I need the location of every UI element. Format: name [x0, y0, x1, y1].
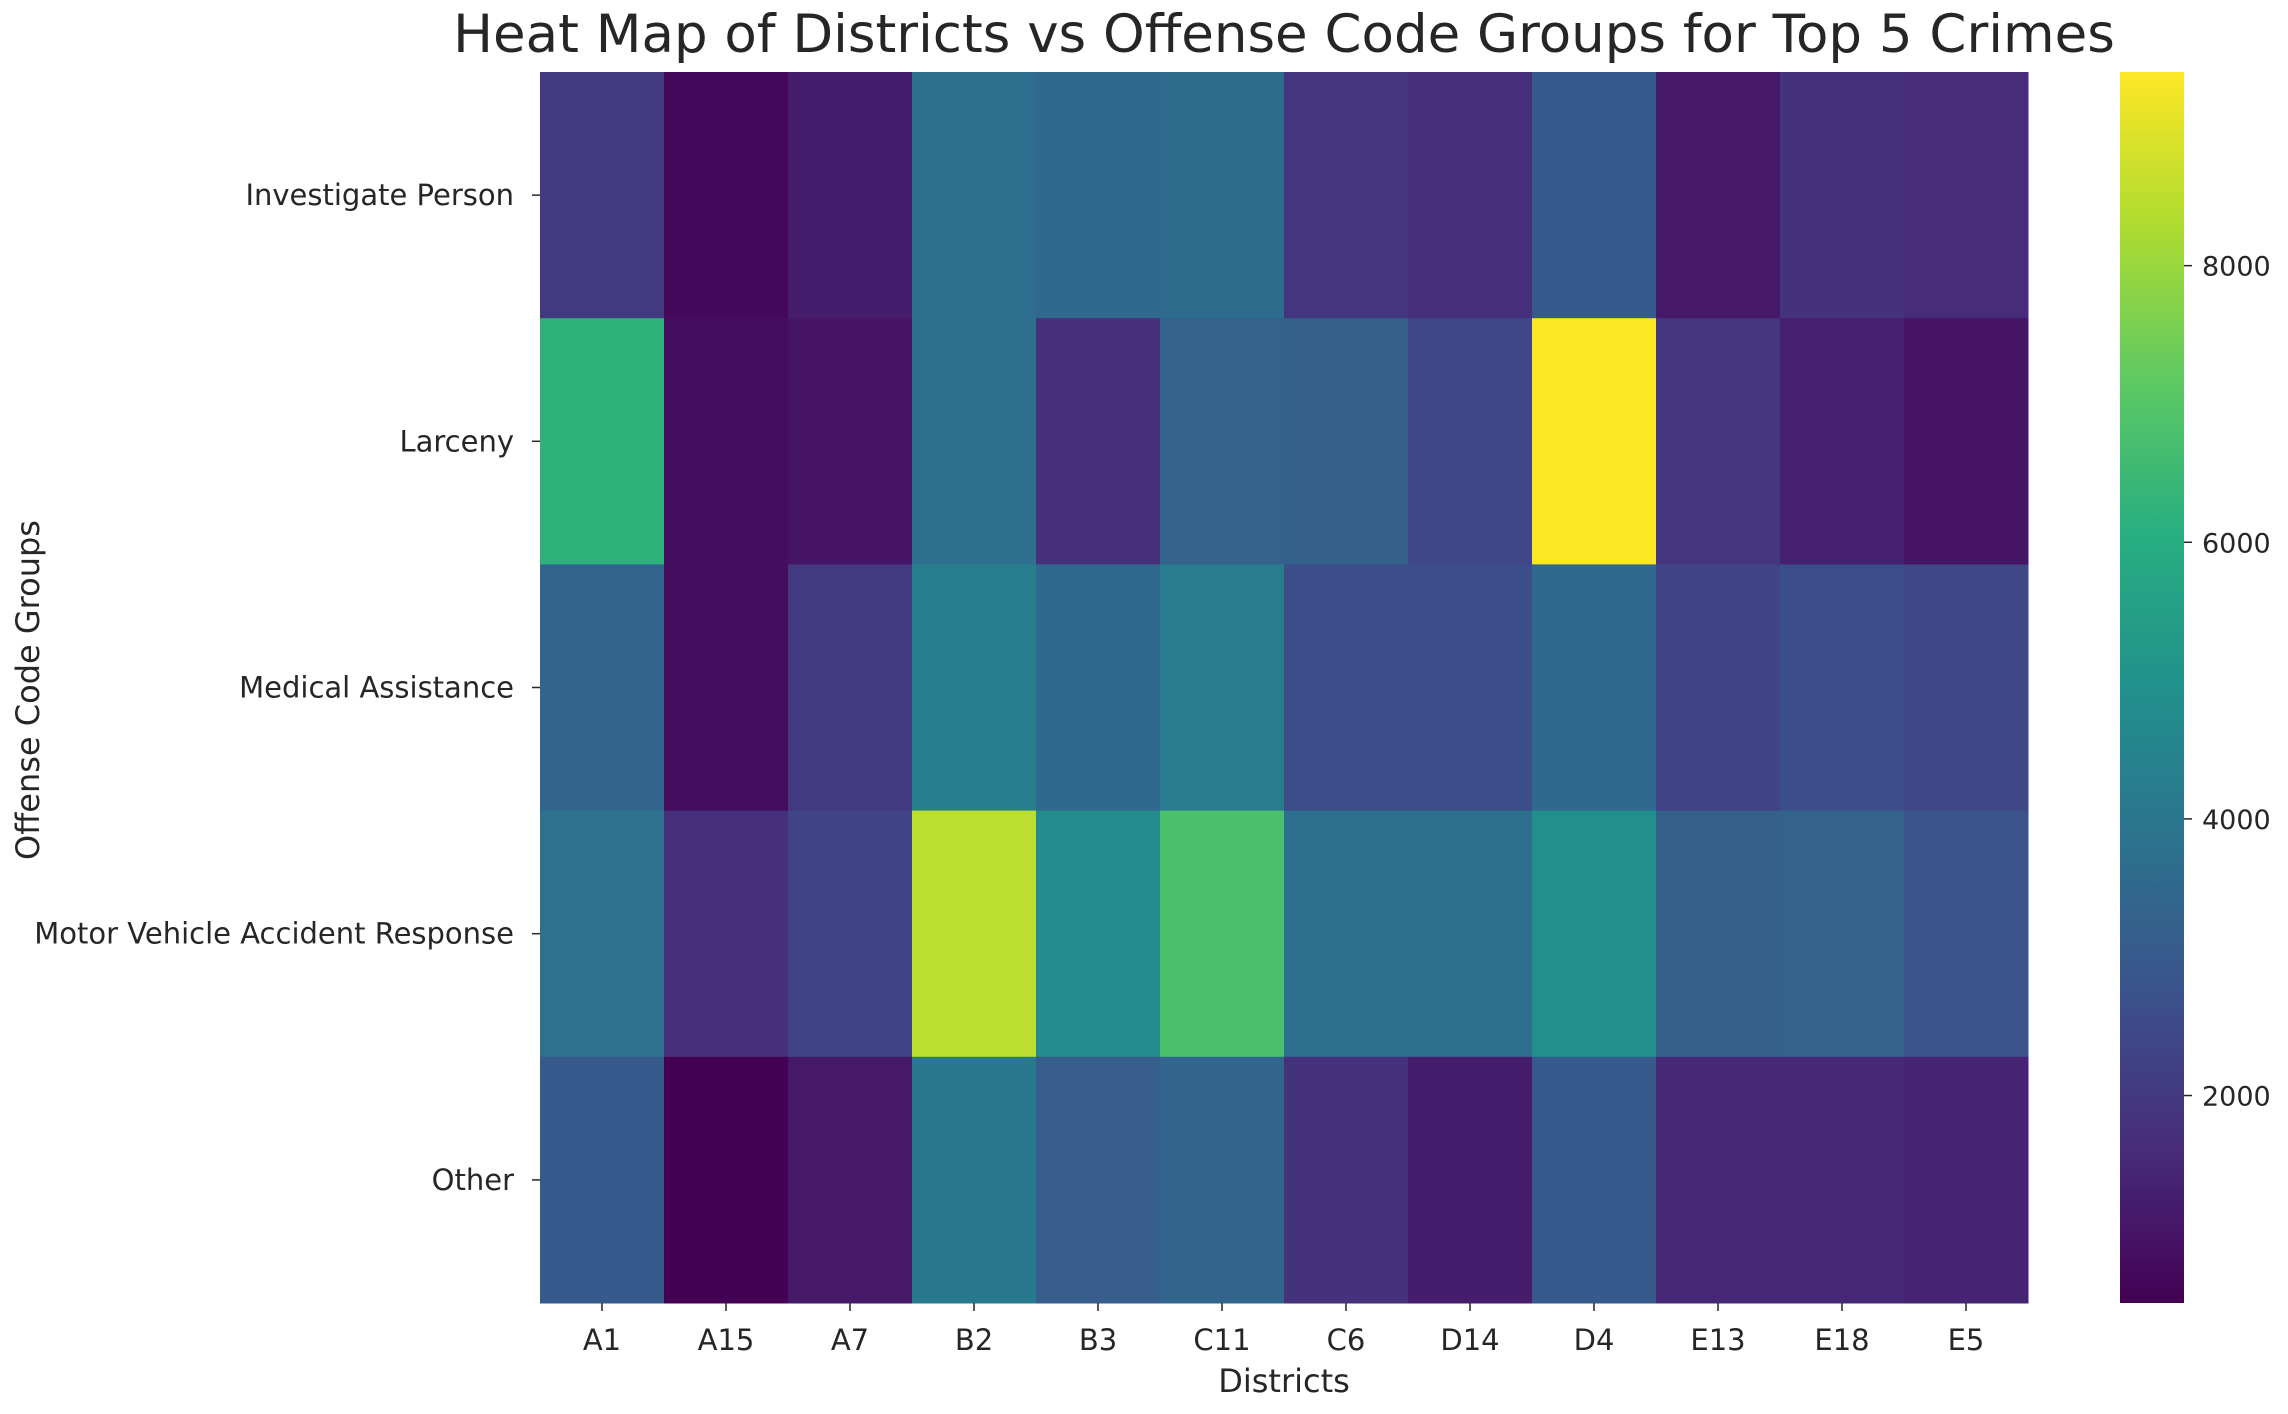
heatmap-cell: [664, 564, 789, 812]
heatmap-cell: [1904, 72, 2029, 319]
heatmap-cell: [1036, 72, 1161, 319]
heatmap-cell: [912, 564, 1037, 812]
y-axis-ticks: Investigate Person Larceny Medical Assista…: [34, 178, 540, 1197]
heatmap-cell: [912, 72, 1037, 319]
heatmap-cell: [1532, 318, 1657, 565]
heatmap-cell: [540, 564, 665, 812]
heatmap-cell: [540, 810, 665, 1058]
heatmap-cell: [1532, 564, 1657, 812]
x-tick-label: B2: [955, 1323, 993, 1357]
heatmap-cell: [1656, 318, 1781, 565]
heatmap-cell: [1408, 72, 1533, 319]
heatmap-cell: [912, 318, 1037, 565]
x-tick-label: E5: [1948, 1323, 1985, 1357]
heatmap-cell: [1036, 564, 1161, 812]
heatmap-cell: [540, 72, 665, 319]
heatmap-cell: [788, 318, 913, 565]
heatmap-cell: [664, 72, 789, 319]
x-tick-label: E13: [1690, 1323, 1745, 1357]
x-tick-label: C11: [1193, 1323, 1250, 1357]
heatmap-cell: [1036, 810, 1161, 1058]
heatmap-cell: [788, 564, 913, 812]
heatmap-cell: [1284, 72, 1409, 319]
heatmap-cell: [1780, 810, 1905, 1058]
x-tick-label: D4: [1574, 1323, 1615, 1357]
y-tick-label: Investigate Person: [245, 178, 514, 212]
colorbar-tick-label: 6000: [2202, 528, 2271, 559]
heatmap-cell: [1284, 318, 1409, 565]
heatmap-cell: [1780, 318, 1905, 565]
heatmap-cell: [1036, 318, 1161, 565]
heatmap-cell: [1656, 810, 1781, 1058]
heatmap-cell: [1284, 564, 1409, 812]
y-tick-label: Motor Vehicle Accident Response: [34, 917, 514, 951]
heatmap-cell: [788, 72, 913, 319]
heatmap-cell: [664, 810, 789, 1058]
colorbar-ticks: 2000 4000 6000 8000: [2184, 252, 2271, 1113]
heatmap-cell: [1656, 72, 1781, 319]
y-tick-label: Other: [432, 1163, 514, 1197]
heatmap-cell: [1904, 318, 2029, 565]
heatmap-cell: [1780, 564, 1905, 812]
x-tick-label: A7: [831, 1323, 869, 1357]
y-axis-label: Offense Code Groups: [9, 520, 47, 860]
chart-title: Heat Map of Districts vs Offense Code Gr…: [453, 4, 2115, 65]
heatmap-cell: [1284, 810, 1409, 1058]
heatmap-cell: [788, 1056, 913, 1304]
x-tick-label: C6: [1327, 1323, 1366, 1357]
heatmap-cell: [1904, 564, 2029, 812]
heatmap-cell: [1036, 1056, 1161, 1304]
heatmap-cell: [1408, 564, 1533, 812]
heatmap-cell: [1656, 1056, 1781, 1304]
colorbar-tick-label: 8000: [2202, 252, 2271, 283]
heatmap-cell: [1780, 1056, 1905, 1304]
x-axis-ticks: A1 A15 A7 B2 B3 C11 C6 D14 D4 E13 E18 E5: [583, 1303, 1985, 1357]
x-tick-label: A1: [583, 1323, 621, 1357]
x-tick-label: A15: [698, 1323, 755, 1357]
heatmap-cell: [664, 1056, 789, 1304]
heatmap-cell: [540, 318, 665, 565]
heatmap-cell: [1904, 810, 2029, 1058]
heatmap-cell: [1904, 1056, 2029, 1304]
colorbar: [2120, 72, 2184, 1303]
heatmap-cell: [540, 1056, 665, 1304]
y-tick-label: Larceny: [399, 424, 514, 458]
heatmap-cell: [912, 810, 1037, 1058]
heatmap-cell: [1160, 72, 1285, 319]
heatmap-cell: [1408, 318, 1533, 565]
heatmap-cell: [664, 318, 789, 565]
heatmap-cell: [1532, 810, 1657, 1058]
heatmap-cell: [912, 1056, 1037, 1304]
heatmap-cell: [1408, 1056, 1533, 1304]
heatmap-cell: [1408, 810, 1533, 1058]
heatmap-cell: [1780, 72, 1905, 319]
heatmap-cell: [1656, 564, 1781, 812]
heatmap-cells: [540, 72, 2029, 1304]
colorbar-tick-label: 4000: [2202, 805, 2271, 836]
heatmap-cell: [1160, 1056, 1285, 1304]
colorbar-tick-label: 2000: [2202, 1082, 2271, 1113]
heatmap-cell: [1160, 810, 1285, 1058]
heatmap-cell: [1532, 72, 1657, 319]
x-axis-label: Districts: [1218, 1362, 1350, 1400]
heatmap-cell: [788, 810, 913, 1058]
heatmap-cell: [1532, 1056, 1657, 1304]
x-tick-label: E18: [1814, 1323, 1869, 1357]
y-tick-label: Medical Assistance: [239, 671, 514, 705]
heatmap-cell: [1160, 318, 1285, 565]
heatmap-cell: [1284, 1056, 1409, 1304]
heatmap-cell: [1160, 564, 1285, 812]
x-tick-label: D14: [1440, 1323, 1499, 1357]
x-tick-label: B3: [1079, 1323, 1117, 1357]
